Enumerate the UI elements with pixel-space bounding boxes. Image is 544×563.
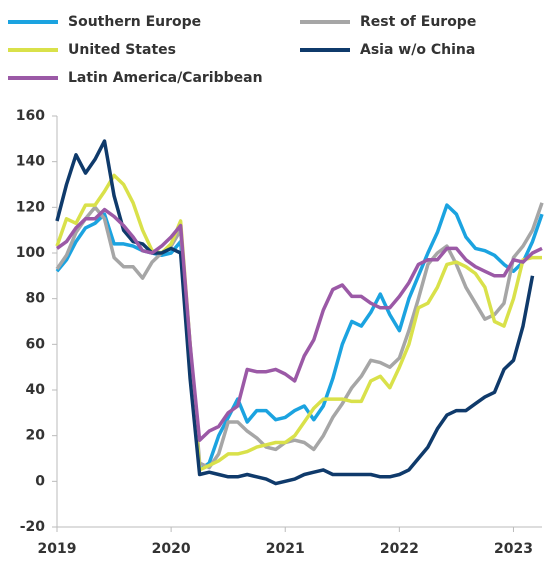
x-tick-label: 2021 (266, 541, 305, 557)
series-line (55, 207, 543, 442)
legend-label: Southern Europe (68, 14, 201, 30)
legend-label: Rest of Europe (360, 14, 476, 30)
y-tick-label: -20 (20, 519, 46, 535)
y-tick-label: 0 (35, 473, 45, 489)
series-line (55, 202, 544, 470)
series-line (55, 173, 542, 472)
y-tick-label: 120 (16, 199, 45, 215)
legend-label: Asia w/o China (360, 42, 475, 58)
y-tick-label: 20 (26, 428, 46, 444)
series-line (55, 203, 544, 472)
x-tick-label: 2023 (494, 541, 533, 557)
x-tick-label: 2020 (152, 541, 191, 557)
y-tick-label: 80 (26, 291, 46, 307)
legend: Southern Europe Rest of Europe United Stat… (8, 14, 476, 86)
y-tick-label: 160 (16, 108, 45, 124)
y-tick-label: 140 (16, 154, 45, 170)
y-tick-label: 40 (26, 382, 46, 398)
legend-label: Latin America/Caribbean (68, 70, 263, 86)
y-tick-label: 100 (16, 245, 45, 261)
x-tick-label: 2019 (38, 541, 77, 557)
y-tick-label: 60 (26, 336, 46, 352)
x-tick-label: 2022 (380, 541, 419, 557)
legend-label: United States (68, 42, 176, 58)
